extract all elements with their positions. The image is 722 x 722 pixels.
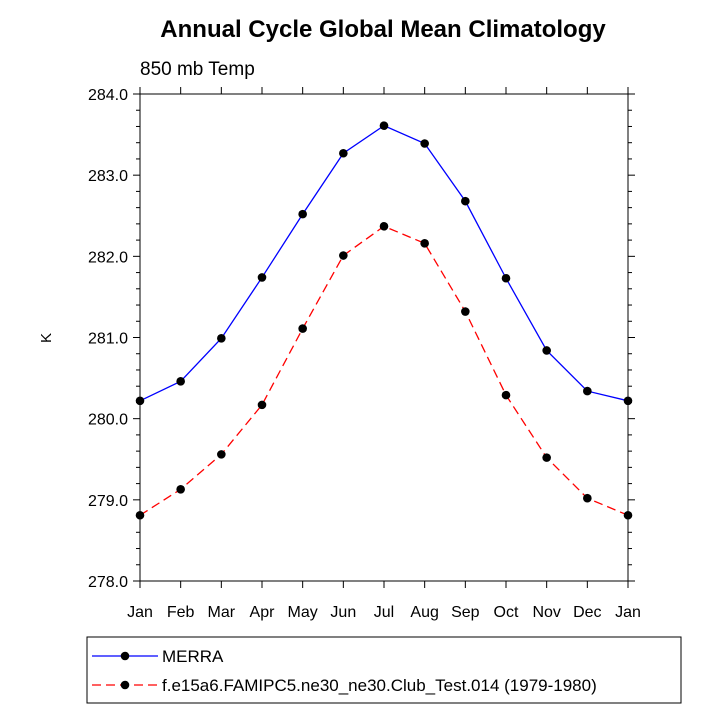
legend-box [86,636,682,704]
x-tick-label: Feb [167,604,195,621]
legend: MERRA f.e15a6.FAMIPC5.ne30_ne30.Club_Test… [86,636,682,704]
x-tick-label: Nov [532,604,560,621]
data-point [298,324,307,333]
data-point [583,386,592,396]
series-line [139,225,629,516]
data-point [217,334,226,343]
x-tick-label: Jun [330,604,356,621]
x-tick-label: Jan [615,604,641,621]
data-point [420,239,429,248]
data-point [298,209,307,219]
data-point [461,307,470,316]
plot-frame [139,93,629,582]
data-point [501,273,511,283]
y-tick-label: 281.0 [88,331,128,348]
series-1 [135,121,633,406]
data-point [379,222,389,231]
axis-ticks: 278.0 279.0 280.0 281.0 282.0 283.0 284.0 Jan Fe… [88,87,641,621]
data-point [339,251,348,260]
chart-title: Annual Cycle Global Mean Climatology [160,16,606,43]
x-tick-label: May [288,604,318,621]
data-point [257,400,267,410]
data-point [176,377,185,386]
legend-label: MERRA [162,647,224,666]
legend-entry-1: MERRA [92,647,224,666]
y-tick-label: 284.0 [88,87,128,104]
legend-entry-2: f.e15a6.FAMIPC5.ne30_ne30.Club_Test.014 … [92,676,597,695]
x-tick-label: Sep [451,604,480,621]
x-tick-label: Oct [494,604,519,621]
x-tick-label: Jul [374,604,394,621]
y-axis-label: K [38,333,55,343]
data-point [217,450,226,459]
x-tick-label: Mar [208,604,236,621]
series-group [135,121,633,520]
y-tick-label: 279.0 [88,493,128,510]
legend-label: f.e15a6.FAMIPC5.ne30_ne30.Club_Test.014 … [162,676,597,695]
y-tick-label: 282.0 [88,249,128,266]
data-point [583,493,592,503]
data-point [623,510,633,520]
data-point [135,510,145,520]
data-point [461,196,470,206]
data-point [135,396,145,406]
data-point [542,346,551,355]
data-point [623,396,633,406]
data-point [339,148,348,158]
x-tick-label: Aug [410,604,438,621]
chart-subtitle: 850 mb Temp [140,59,255,80]
series-line [139,124,629,402]
data-point [542,453,551,462]
y-tick-label: 278.0 [88,574,128,591]
x-tick-label: Apr [250,604,276,621]
data-point [257,273,267,282]
x-tick-label: Dec [573,604,601,621]
x-tick-label: Jan [127,604,153,621]
y-tick-label: 280.0 [88,412,128,429]
data-point [501,390,511,400]
y-tick-label: 283.0 [88,168,128,185]
legend-marker [120,651,130,661]
legend-marker [120,680,130,690]
data-point [420,139,429,148]
data-point [379,121,389,130]
data-point [176,484,185,494]
series-2 [135,222,633,520]
